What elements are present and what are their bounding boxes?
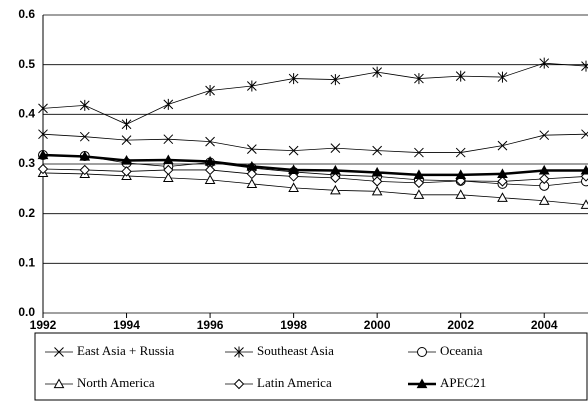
x-tick-label: 1996 — [197, 318, 224, 332]
marker — [413, 169, 425, 180]
legend-marker — [54, 347, 64, 357]
marker — [288, 73, 299, 85]
marker — [288, 145, 299, 156]
marker — [414, 73, 424, 85]
y-tick-label: 0.4 — [18, 107, 35, 121]
marker — [79, 164, 90, 176]
marker — [455, 70, 466, 82]
legend-marker — [417, 347, 427, 357]
series-line — [42, 154, 587, 187]
legend-label: Southeast Asia — [257, 343, 334, 358]
marker — [163, 164, 174, 176]
x-tick-label: 1992 — [30, 318, 57, 332]
marker — [38, 129, 48, 140]
marker — [37, 149, 49, 160]
marker — [79, 151, 91, 161]
series-line — [42, 172, 587, 206]
marker — [581, 60, 588, 72]
marker — [79, 99, 90, 111]
marker — [38, 102, 48, 114]
marker — [497, 168, 508, 179]
legend-label: East Asia + Russia — [77, 343, 174, 358]
marker — [538, 195, 550, 205]
marker — [413, 189, 425, 199]
legend-label: North America — [77, 375, 155, 390]
marker — [371, 185, 383, 196]
legend-marker — [233, 378, 245, 390]
marker — [205, 84, 215, 96]
series-line — [42, 168, 587, 184]
marker — [204, 174, 216, 184]
marker — [455, 147, 466, 158]
marker — [330, 164, 341, 175]
marker — [330, 74, 341, 86]
marker — [372, 66, 383, 78]
marker — [538, 164, 550, 175]
marker — [246, 80, 257, 92]
y-tick-label: 0.0 — [18, 305, 35, 319]
marker — [497, 71, 508, 83]
marker — [330, 172, 341, 184]
marker — [455, 169, 467, 180]
marker — [162, 172, 174, 183]
x-tick-label: 2002 — [447, 318, 474, 332]
marker — [371, 176, 383, 187]
y-tick-label: 0.1 — [18, 256, 35, 270]
marker — [414, 147, 424, 158]
x-tick-label: 1998 — [280, 318, 307, 332]
y-tick-label: 0.5 — [18, 57, 35, 71]
marker — [539, 57, 550, 69]
legend-marker — [416, 378, 428, 389]
marker — [497, 176, 508, 187]
legend-label: Oceania — [440, 343, 483, 358]
marker — [330, 143, 341, 153]
marker — [497, 192, 508, 202]
marker — [580, 199, 588, 209]
marker — [37, 163, 49, 175]
marker — [581, 129, 588, 140]
marker — [371, 166, 383, 177]
marker — [204, 155, 216, 166]
marker — [246, 160, 258, 171]
marker — [162, 154, 174, 165]
marker — [413, 177, 425, 189]
legend-marker — [53, 378, 65, 389]
marker — [288, 164, 299, 175]
marker — [121, 166, 132, 177]
x-tick-label: 2004 — [531, 318, 558, 332]
marker — [497, 140, 508, 151]
marker — [246, 168, 258, 180]
series-line — [42, 133, 587, 153]
x-tick-label: 2000 — [364, 318, 391, 332]
marker — [163, 98, 174, 110]
legend-label: APEC21 — [440, 375, 486, 390]
marker — [288, 171, 299, 182]
marker — [121, 154, 132, 165]
y-tick-label: 0.3 — [18, 156, 35, 170]
legend-label: Latin America — [257, 375, 332, 390]
marker — [205, 136, 215, 147]
marker — [121, 118, 132, 130]
series-line — [42, 153, 586, 177]
marker — [330, 184, 341, 195]
legend-box — [34, 332, 588, 401]
marker — [455, 189, 467, 199]
y-tick-label: 0.6 — [18, 7, 35, 21]
y-tick-label: 0.2 — [18, 206, 35, 220]
marker — [163, 134, 174, 145]
marker — [79, 131, 90, 142]
marker — [121, 135, 132, 146]
marker — [580, 164, 588, 175]
marker — [246, 178, 258, 188]
x-tick-label: 1994 — [113, 318, 140, 332]
marker — [539, 130, 550, 141]
marker — [372, 145, 383, 156]
marker — [246, 144, 257, 154]
series-line — [42, 62, 587, 125]
marker — [539, 173, 550, 185]
marker — [288, 182, 299, 192]
marker — [204, 164, 216, 176]
legend-marker — [234, 346, 244, 358]
